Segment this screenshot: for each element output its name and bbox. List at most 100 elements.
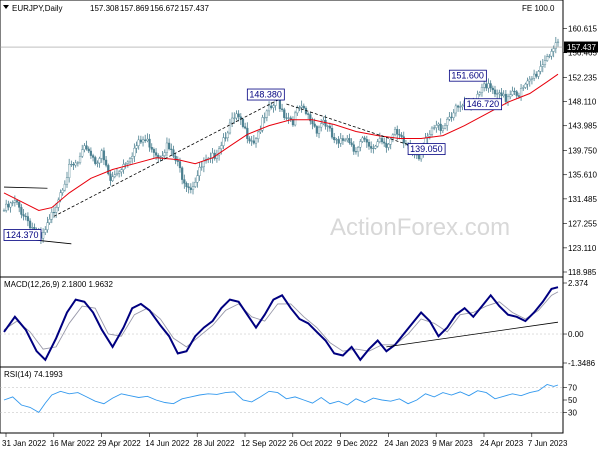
annotation-box [407, 143, 446, 156]
candle [376, 138, 379, 148]
candle-body [446, 119, 449, 126]
candle-body [294, 112, 297, 126]
candle [24, 212, 27, 221]
candle-body [348, 138, 351, 144]
candle [128, 157, 132, 166]
candle-body [146, 138, 149, 142]
candle-body [439, 123, 442, 131]
candle [11, 200, 14, 207]
trendline [3, 186, 48, 189]
candle-body [100, 150, 103, 159]
candle-body [309, 114, 312, 122]
candle [350, 138, 353, 147]
price-tick-label: 135.610 [568, 171, 597, 180]
candle [68, 158, 71, 183]
candle [437, 122, 440, 131]
candle-body [139, 139, 142, 143]
candle-body [144, 139, 147, 142]
candle-body [393, 129, 397, 136]
macd-layer [0, 286, 563, 362]
candle [307, 112, 310, 120]
candle [137, 135, 140, 150]
candle [237, 110, 240, 122]
candle [233, 112, 236, 124]
candle-body [417, 154, 421, 160]
candle-body [483, 83, 486, 88]
annotation-label: 148.380 [249, 90, 282, 100]
candle [259, 125, 262, 134]
candle [343, 137, 347, 142]
candle-body [83, 145, 86, 150]
candle-body [515, 91, 518, 96]
candle [378, 132, 381, 144]
candle [439, 118, 442, 135]
candle-body [26, 216, 29, 222]
collapse-triangle-icon[interactable] [3, 5, 9, 9]
candle-body [502, 93, 505, 96]
x-tick-label: 28 Jul 2022 [193, 439, 235, 448]
candle-body [244, 126, 247, 129]
candle-body [5, 203, 8, 211]
candle [528, 76, 531, 87]
macd-panel [0, 276, 564, 368]
candle [389, 137, 392, 150]
candle-body [504, 93, 507, 102]
candle-body [367, 141, 371, 147]
candle [533, 69, 536, 82]
candle [18, 200, 21, 213]
candle [257, 130, 260, 143]
candle [480, 83, 484, 97]
candle-body [150, 146, 153, 150]
candle [430, 126, 434, 137]
candle-body [137, 139, 140, 146]
candle [7, 200, 10, 211]
candle-body [118, 171, 121, 174]
price-annotation: 148.380 [246, 88, 285, 101]
candle-body [102, 150, 106, 161]
candle [526, 77, 529, 90]
macd-signal-line [3, 291, 559, 352]
candle [511, 86, 514, 97]
price-tick-label: 143.985 [568, 122, 597, 131]
candle [491, 85, 494, 94]
candle [102, 147, 106, 166]
candle [48, 214, 51, 225]
candle [98, 156, 101, 168]
candle [554, 36, 557, 54]
candle-body [556, 41, 560, 43]
candle [113, 170, 116, 179]
price-tick-label: 139.750 [568, 147, 597, 156]
candle-body [261, 117, 264, 131]
candle-body [328, 125, 331, 129]
candle [144, 134, 147, 143]
annotation-label: 124.370 [6, 230, 39, 240]
candle [435, 120, 438, 133]
candle-body [450, 116, 453, 118]
price-tick-label: 152.235 [568, 73, 597, 82]
candle [46, 216, 49, 233]
candle-body [372, 148, 375, 150]
price-annotation: 151.600 [448, 69, 487, 82]
candle-body [517, 95, 520, 97]
candle-body [430, 127, 434, 135]
candle [252, 134, 255, 145]
candle-body [265, 110, 268, 118]
candle-body [133, 147, 136, 157]
candle-body [546, 56, 549, 61]
rsi-label: RSI(14) 74.1993 [4, 370, 63, 379]
candle-body [352, 144, 355, 152]
candle [135, 141, 138, 154]
candle [5, 199, 8, 213]
candle-body [554, 42, 557, 49]
ohlc-low: 156.672 [150, 4, 179, 13]
candle [176, 156, 179, 167]
trendline [53, 99, 278, 217]
candle [246, 122, 249, 144]
candle-body [533, 73, 536, 79]
candle [283, 107, 286, 121]
candle-body [18, 202, 21, 208]
candle [50, 208, 53, 224]
candle-body [374, 145, 377, 149]
candle-body [154, 152, 158, 156]
candle-body [380, 138, 384, 143]
